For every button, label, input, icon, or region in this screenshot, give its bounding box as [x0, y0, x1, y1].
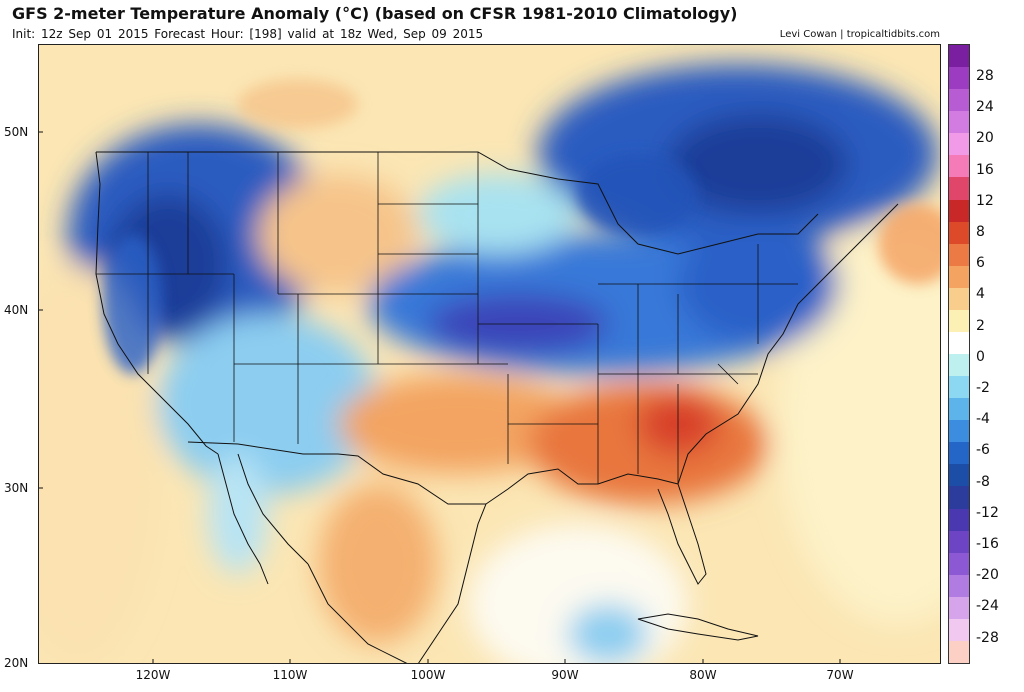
colorbar-swatch — [949, 309, 969, 333]
colorbar-label: -4 — [976, 411, 990, 428]
plains-warm — [338, 374, 578, 474]
prairie-cool — [418, 174, 578, 254]
caribbean-cool — [568, 604, 648, 664]
state-lines-east — [598, 244, 798, 484]
colorbar-swatch — [949, 420, 969, 443]
colorbar-label: 4 — [976, 286, 985, 303]
colorbar-swatch — [949, 530, 969, 554]
colorbar-swatch — [949, 508, 969, 532]
mexico-gulf-coast — [417, 503, 487, 664]
colorbar-swatch — [949, 177, 969, 200]
colorbar-label: 20 — [976, 130, 994, 147]
us-gulf-coast — [485, 468, 679, 505]
colorbar-label: 8 — [976, 224, 985, 240]
lat-label-30n: 30N — [4, 481, 29, 495]
mexico-west-coast — [307, 563, 409, 664]
colorbar-label: 28 — [976, 68, 994, 84]
lon-label-90w: 90W — [551, 668, 579, 682]
anomaly-map[interactable] — [38, 44, 941, 664]
colorbar-label: -28 — [976, 629, 999, 646]
ontario-cold — [578, 154, 698, 234]
lon-label-100w: 100W — [410, 668, 446, 682]
baja-cool — [208, 454, 268, 574]
pacific-coastline — [95, 151, 219, 455]
colorbar-swatch — [949, 199, 969, 223]
colorbar-swatch — [949, 618, 969, 642]
colorbar-swatch — [949, 574, 969, 598]
colorbar-swatch — [949, 331, 969, 355]
colorbar-label: 24 — [976, 99, 994, 116]
colorbar-label: 6 — [976, 255, 985, 272]
colorbar-swatch — [949, 89, 969, 112]
florida-coast — [657, 483, 707, 585]
colorbar-swatch — [949, 221, 969, 245]
colorbar-swatch — [949, 45, 969, 68]
colorbar-label: -24 — [976, 598, 999, 615]
colorbar-label: -8 — [976, 473, 990, 490]
atlantic-coast — [677, 203, 899, 485]
pacific-coast-cold — [103, 234, 163, 374]
colorbar-label: -20 — [976, 567, 999, 584]
baja-coastline — [217, 453, 269, 585]
state-lines-west — [96, 152, 388, 444]
lat-label-50n: 50N — [4, 125, 29, 139]
colorbar-swatch — [949, 155, 969, 178]
colorbar-swatch — [949, 111, 969, 134]
colorbar-label: 0 — [976, 348, 985, 365]
colorbar-swatch — [949, 464, 969, 487]
mexico-warm — [318, 484, 438, 644]
cuba-outline — [637, 613, 759, 641]
canada-east-warm — [878, 204, 941, 284]
colorbar-swatch — [949, 354, 969, 377]
lat-label-20n: 20N — [4, 656, 29, 670]
colorbar-swatch — [949, 398, 969, 421]
credit-text: Levi Cowan | tropicaltidbits.com — [779, 29, 940, 40]
atlantic-neutral — [778, 224, 941, 624]
chart-title: GFS 2-meter Temperature Anomaly (°C) (ba… — [12, 4, 738, 23]
basin-cool — [158, 314, 378, 494]
colorbar — [948, 44, 970, 664]
colorbar-swatch — [949, 442, 969, 465]
southeast-warm — [528, 384, 768, 504]
gulf-of-california — [237, 453, 309, 565]
colorbar-swatch — [949, 376, 969, 399]
lat-label-40n: 40N — [4, 303, 29, 317]
colorbar-swatch — [949, 287, 969, 311]
us-mexico-border — [187, 441, 486, 505]
lon-label-120w: 120W — [135, 668, 171, 682]
colorbar-swatch — [949, 67, 969, 90]
colorbar-label: -2 — [976, 380, 990, 396]
colorbar-swatch — [949, 640, 969, 664]
lon-label-110w: 110W — [272, 668, 308, 682]
colorbar-swatch — [949, 265, 969, 289]
colorbar-swatch — [949, 133, 969, 156]
state-lines-central — [377, 152, 599, 484]
canada-cold-core — [668, 114, 848, 214]
colorbar-swatch — [949, 486, 969, 509]
colorbar-swatch — [949, 596, 969, 620]
alberta-warm — [238, 79, 358, 129]
colorbar-swatch — [949, 552, 969, 576]
lon-label-80w: 80W — [689, 668, 717, 682]
colorbar-label: 12 — [976, 192, 994, 209]
colorbar-label: -6 — [976, 442, 990, 459]
colorbar-swatch — [949, 243, 969, 267]
lon-label-70w: 70W — [826, 668, 854, 682]
us-canada-border — [96, 151, 819, 255]
forecast-info: Init: 12z Sep 01 2015 Forecast Hour: [19… — [12, 27, 484, 41]
colorbar-label: 16 — [976, 161, 994, 178]
colorbar-label: -16 — [976, 536, 999, 552]
colorbar-label: 2 — [976, 317, 985, 334]
colorbar-label: -12 — [976, 504, 999, 521]
map-frame — [38, 44, 941, 664]
